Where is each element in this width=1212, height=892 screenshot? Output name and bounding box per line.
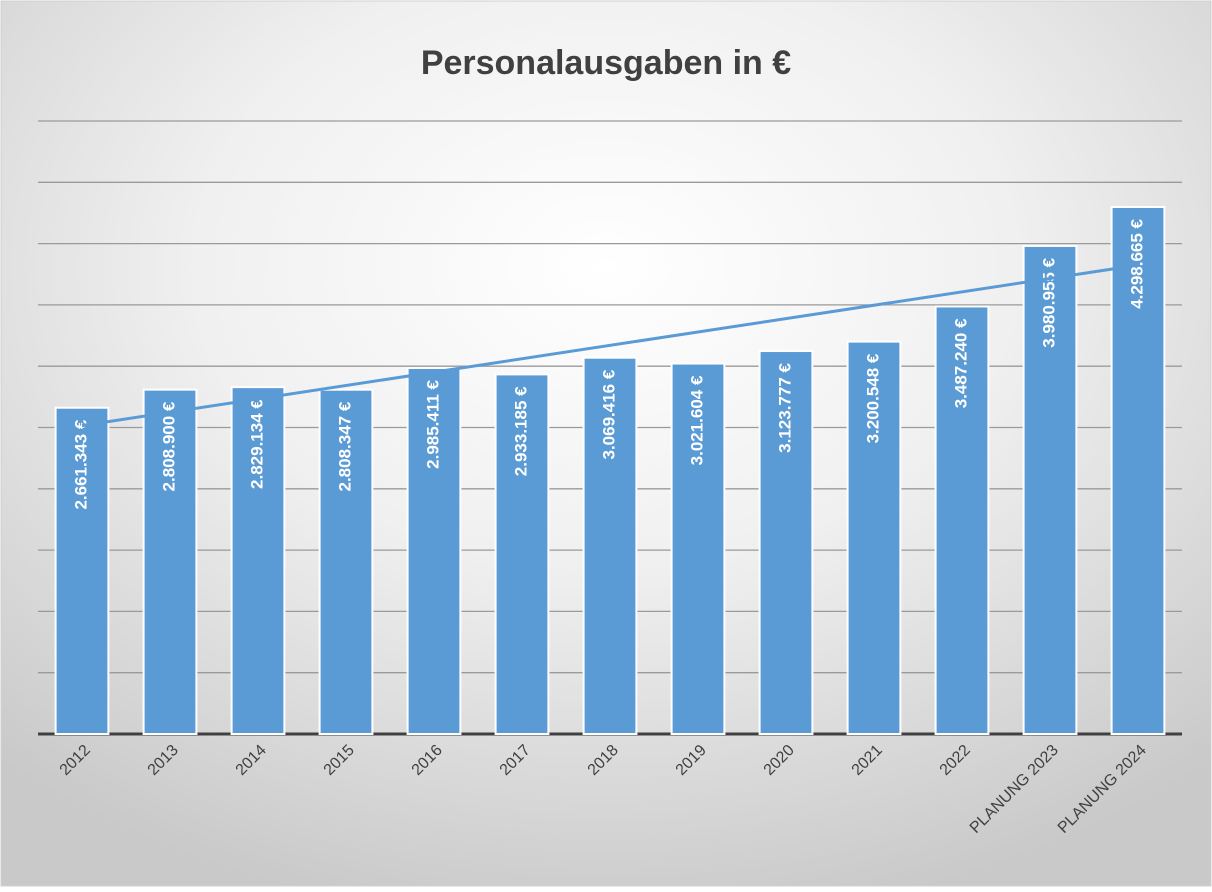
- value-label: 3.980.955 €: [1039, 257, 1058, 347]
- bar: [406, 366, 462, 735]
- value-label: 3.123.777 €: [775, 362, 794, 452]
- chart-title: Personalausgaben in €: [421, 44, 791, 82]
- value-label: 2.985.411 €: [423, 379, 442, 468]
- value-label: 3.021.604 €: [687, 375, 706, 465]
- value-label: 2.661.343 €: [71, 419, 90, 509]
- bar: [582, 356, 638, 735]
- bar: [494, 373, 550, 735]
- bar: [318, 388, 374, 735]
- value-label: 2.933.185 €: [511, 386, 530, 476]
- bar: [934, 305, 990, 735]
- bar: [1022, 244, 1078, 736]
- bar: [846, 340, 902, 735]
- value-label: 2.808.900 €: [159, 401, 178, 491]
- bar: [758, 350, 814, 735]
- value-label: 3.200.548 €: [863, 353, 882, 443]
- bar: [54, 406, 110, 735]
- value-label: 4.298.665 €: [1127, 218, 1146, 308]
- value-label: 3.069.416 €: [599, 369, 618, 459]
- bar: [670, 362, 726, 735]
- value-label: 3.487.240 €: [951, 318, 970, 408]
- value-label: 2.808.347 €: [335, 401, 354, 491]
- bar: [230, 386, 286, 735]
- trendline: [81, 263, 1139, 428]
- value-label: 2.829.134 €: [247, 399, 266, 489]
- bar: [1110, 205, 1166, 736]
- bar: [142, 388, 198, 735]
